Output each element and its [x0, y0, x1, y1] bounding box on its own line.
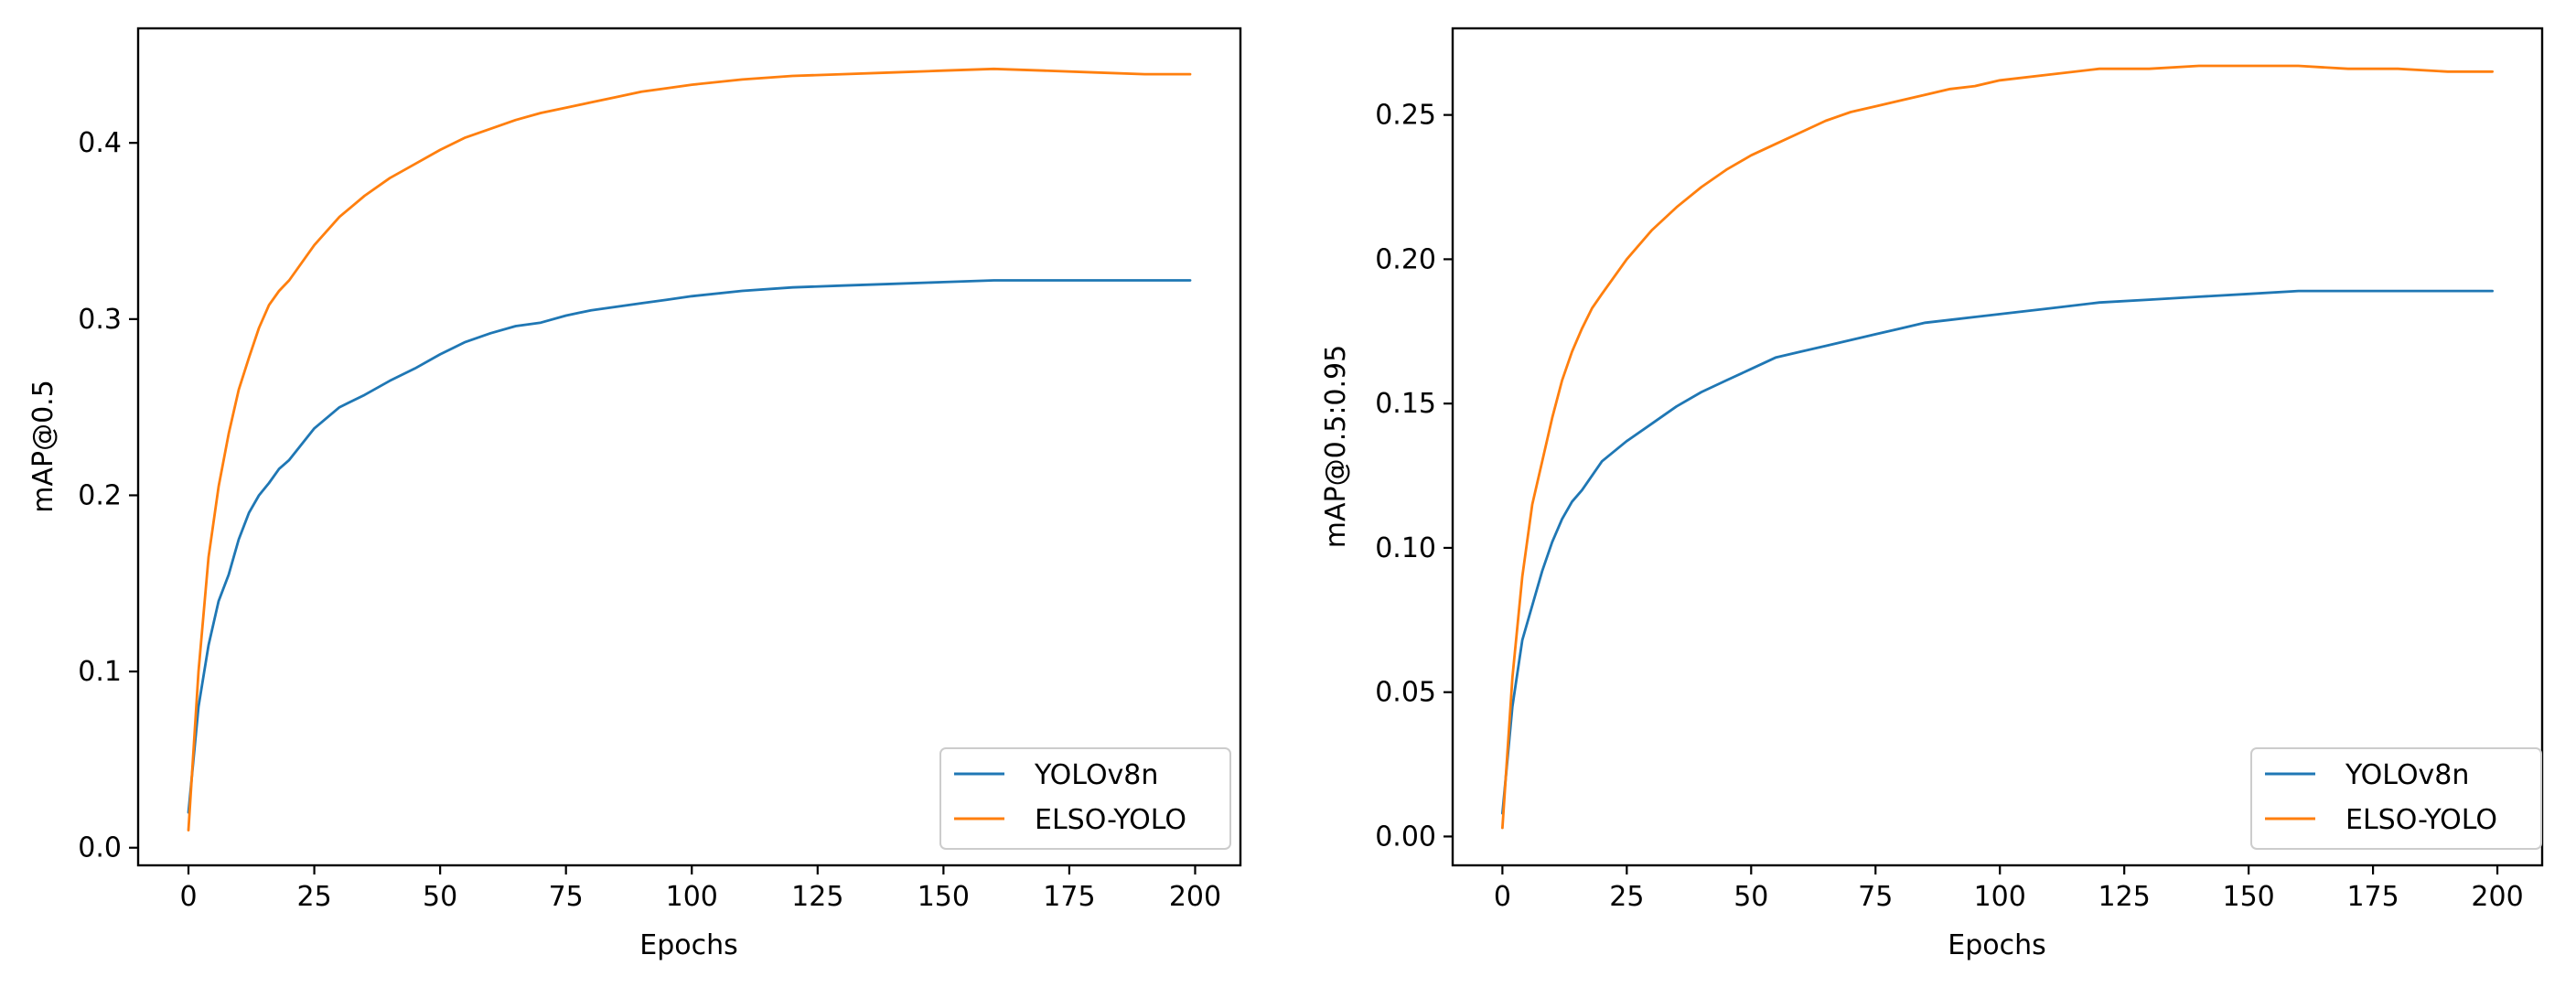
chart-panel-map50: 0 25 50 75 100 125 150 175 200 0.0 0.1 0.2 0.3 0.4 E… [27, 27, 1242, 961]
series-line-yolov8n [1501, 289, 2495, 815]
legend-box [2250, 747, 2542, 850]
y-tick-label: 0.3 [78, 304, 122, 336]
x-tick-label: 175 [2346, 881, 2399, 913]
x-tick-label: 150 [2223, 881, 2275, 913]
x-tick-label: 75 [549, 881, 584, 913]
x-tick-label: 0 [1494, 881, 1511, 913]
x-axis-ticks: 0 25 50 75 100 125 150 175 200 [179, 865, 1221, 913]
x-tick-label: 75 [1858, 881, 1893, 913]
chart-panel-map50-95: 0 25 50 75 100 125 150 175 200 0.000.050.100.150… [1320, 27, 2544, 961]
legend-label-elso-yolo: ELSO-YOLO [1035, 804, 1186, 836]
y-axis-ticks: 0.00 0.05 0.10 0.15 0.20 0.25 [1375, 100, 1453, 853]
x-tick-label: 25 [296, 881, 331, 913]
x-tick-label: 100 [1974, 881, 2026, 913]
legend: YOLOv8n ELSO-YOLO [2250, 747, 2542, 850]
series-line-yolov8n [187, 279, 1192, 814]
x-axis-ticks: 0 25 50 75 100 125 150 175 200 [1494, 865, 2524, 913]
axes-frame [1451, 27, 2544, 867]
legend-label-yolov8n: YOLOv8n [1034, 759, 1158, 791]
legend-label-yolov8n: YOLOv8n [2345, 759, 2469, 791]
y-axis-ticks: 0.0 0.1 0.2 0.3 0.4 [78, 127, 138, 864]
series-line-elso-yolo [187, 67, 1192, 831]
x-tick-label: 150 [918, 881, 970, 913]
x-tick-label: 25 [1609, 881, 1644, 913]
y-tick-label: 0.15 [1375, 388, 1436, 420]
x-tick-label: 50 [1733, 881, 1768, 913]
x-tick-label: 175 [1043, 881, 1095, 913]
y-tick-label: 0.00 [1375, 821, 1436, 853]
y-tick-label: 0.05 [1375, 677, 1436, 709]
y-tick-label: 0.25 [1375, 100, 1436, 132]
x-tick-label: 50 [423, 881, 457, 913]
series-layer [1501, 64, 2495, 830]
y-tick-label: 0.4 [78, 127, 122, 159]
legend: YOLOv8n ELSO-YOLO [939, 747, 1231, 850]
y-tick-label: 0.0 [78, 832, 122, 864]
y-axis-label: mAP@0.5 [27, 380, 59, 513]
series-layer [187, 67, 1192, 831]
axes-frame [136, 27, 1242, 867]
x-tick-label: 125 [2098, 881, 2151, 913]
x-axis-label: Epochs [1948, 929, 2046, 961]
x-axis-label: Epochs [639, 929, 738, 961]
legend-label-elso-yolo: ELSO-YOLO [2345, 804, 2497, 836]
legend-box [939, 747, 1231, 850]
x-tick-label: 100 [666, 881, 718, 913]
y-tick-label: 0.20 [1375, 243, 1436, 275]
x-tick-label: 200 [2471, 881, 2523, 913]
y-axis-label: mAP@0.5:0.95 [1320, 345, 1352, 548]
x-tick-label: 200 [1169, 881, 1221, 913]
series-line-elso-yolo [1501, 64, 2495, 830]
x-tick-label: 125 [791, 881, 843, 913]
x-tick-label: 0 [179, 881, 197, 913]
y-tick-label: 0.1 [78, 656, 122, 688]
y-tick-label: 0.2 [78, 479, 122, 511]
y-tick-label: 0.10 [1375, 532, 1436, 564]
